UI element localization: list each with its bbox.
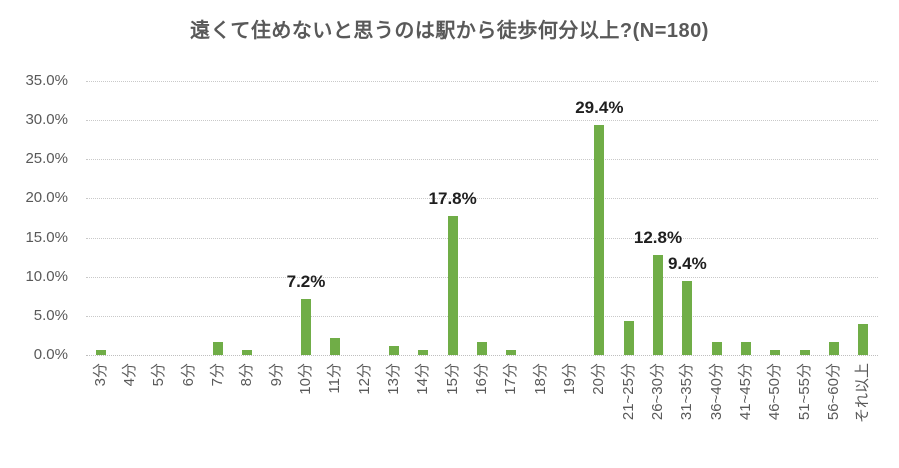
y-gridline bbox=[86, 120, 878, 122]
bar-15分 bbox=[447, 215, 458, 355]
x-axis-tick-label: 10分 bbox=[297, 362, 330, 395]
bar-14分 bbox=[418, 350, 429, 355]
x-axis-tick-text: 4分 bbox=[121, 363, 138, 387]
y-gridline bbox=[86, 276, 878, 278]
x-axis-tick-label: 15分 bbox=[444, 362, 477, 395]
bar-31~35分 bbox=[682, 281, 693, 355]
bar-20分 bbox=[594, 124, 605, 355]
bar-17分 bbox=[506, 350, 517, 355]
bar-value-label: 29.4% bbox=[575, 97, 624, 117]
bar-value-label: 7.2% bbox=[286, 271, 326, 291]
x-axis-tick-label: それ以上 bbox=[854, 362, 899, 423]
y-gridline bbox=[86, 81, 878, 82]
x-axis-tick-text: 19分 bbox=[561, 363, 578, 395]
x-axis-tick-label: 4分 bbox=[121, 362, 145, 386]
x-axis-tick-text: 3分 bbox=[91, 363, 109, 387]
bar-56~60分 bbox=[829, 341, 839, 355]
x-axis-tick-text: 14分 bbox=[414, 363, 432, 395]
x-axis-tick-label: 17分 bbox=[502, 362, 535, 395]
x-axis-tick-label: 7分 bbox=[209, 362, 233, 386]
y-axis-tick-label: 15.0% bbox=[25, 228, 68, 246]
x-axis-tick-label: 19分 bbox=[561, 362, 594, 395]
x-axis-tick-label: 16分 bbox=[473, 362, 506, 395]
x-axis-tick-text: 9分 bbox=[267, 363, 285, 387]
bar-それ以上 bbox=[858, 324, 869, 355]
x-axis-tick-text: 56~60分 bbox=[825, 363, 842, 421]
x-axis-tick-text: 15分 bbox=[443, 363, 461, 395]
bar-26~30分 bbox=[653, 254, 663, 355]
y-axis-tick-label: 35.0% bbox=[25, 72, 68, 89]
x-axis-tick-text: 26~30分 bbox=[649, 363, 666, 421]
bar-8分 bbox=[242, 350, 253, 355]
x-axis-tick-label: 3分 bbox=[92, 362, 116, 386]
bar-10分 bbox=[301, 298, 311, 355]
x-axis-tick-text: 7分 bbox=[209, 363, 226, 387]
x-axis-tick-text: 16分 bbox=[473, 363, 490, 395]
bar-46~50分 bbox=[770, 350, 781, 355]
x-axis-tick-label: 13分 bbox=[385, 362, 418, 395]
y-axis-tick-label: 0.0% bbox=[33, 346, 68, 363]
x-axis-tick-text: 11分 bbox=[326, 363, 344, 394]
x-axis-tick-text: 10分 bbox=[297, 363, 314, 395]
y-axis-tick-label: 30.0% bbox=[25, 111, 68, 129]
bar-13分 bbox=[389, 346, 399, 355]
chart-title: 遠くて住めないと思うのは駅から徒歩何分以上?(N=180) bbox=[190, 20, 709, 42]
x-axis-tick-text: 21~25分 bbox=[619, 363, 637, 421]
bar-51~55分 bbox=[799, 350, 810, 355]
x-axis-tick-text: 8分 bbox=[238, 363, 256, 387]
x-axis-tick-label: 18分 bbox=[532, 362, 565, 395]
bar-36~40分 bbox=[711, 341, 722, 355]
bar-3分 bbox=[95, 350, 106, 355]
x-axis-tick-text: 18分 bbox=[531, 363, 549, 395]
y-gridline bbox=[86, 198, 878, 200]
bar-11分 bbox=[330, 337, 341, 355]
x-axis-tick-label: 8分 bbox=[238, 362, 262, 386]
x-axis-tick-label: 5分 bbox=[150, 362, 174, 386]
y-gridline bbox=[86, 159, 878, 161]
x-axis-tick-text: 20分 bbox=[590, 363, 608, 395]
x-axis-tick-label: 6分 bbox=[180, 362, 204, 386]
x-axis-tick-text: 36~40分 bbox=[707, 363, 725, 421]
bar-7分 bbox=[213, 341, 223, 355]
x-axis-tick-text: それ以上 bbox=[854, 363, 872, 424]
x-axis-tick-text: 13分 bbox=[385, 363, 402, 395]
x-axis-tick-label: 9分 bbox=[268, 362, 292, 386]
y-axis-tick-label: 10.0% bbox=[25, 267, 68, 285]
y-axis-tick-label: 5.0% bbox=[33, 306, 68, 324]
x-axis-tick-label: 12分 bbox=[356, 362, 389, 395]
x-axis-tick-text: 6分 bbox=[179, 363, 197, 387]
y-gridline bbox=[86, 315, 878, 317]
x-axis-tick-text: 41~45分 bbox=[737, 363, 754, 421]
x-axis-tick-label: 11分 bbox=[326, 362, 358, 394]
y-gridline bbox=[86, 237, 878, 239]
x-axis-tick-text: 12分 bbox=[355, 363, 373, 395]
bar-16分 bbox=[477, 341, 487, 355]
x-axis-tick-text: 46~50分 bbox=[766, 363, 784, 421]
x-axis-tick-text: 17分 bbox=[502, 363, 520, 395]
x-axis-tick-text: 31~35分 bbox=[678, 363, 696, 421]
x-axis-line bbox=[86, 355, 878, 356]
x-axis-tick-text: 51~55分 bbox=[795, 363, 813, 421]
bar-21~25分 bbox=[623, 320, 634, 355]
bar-value-label: 12.8% bbox=[633, 227, 683, 247]
y-axis-tick-label: 20.0% bbox=[25, 189, 68, 207]
bar-41~45分 bbox=[741, 341, 751, 355]
bar-value-label: 9.4% bbox=[667, 254, 707, 274]
x-axis-tick-label: 20分 bbox=[590, 362, 623, 395]
x-axis-tick-label: 14分 bbox=[414, 362, 447, 395]
x-axis-tick-text: 5分 bbox=[150, 363, 168, 387]
bar-value-label: 17.8% bbox=[428, 188, 477, 208]
y-axis-tick-label: 25.0% bbox=[25, 150, 68, 168]
